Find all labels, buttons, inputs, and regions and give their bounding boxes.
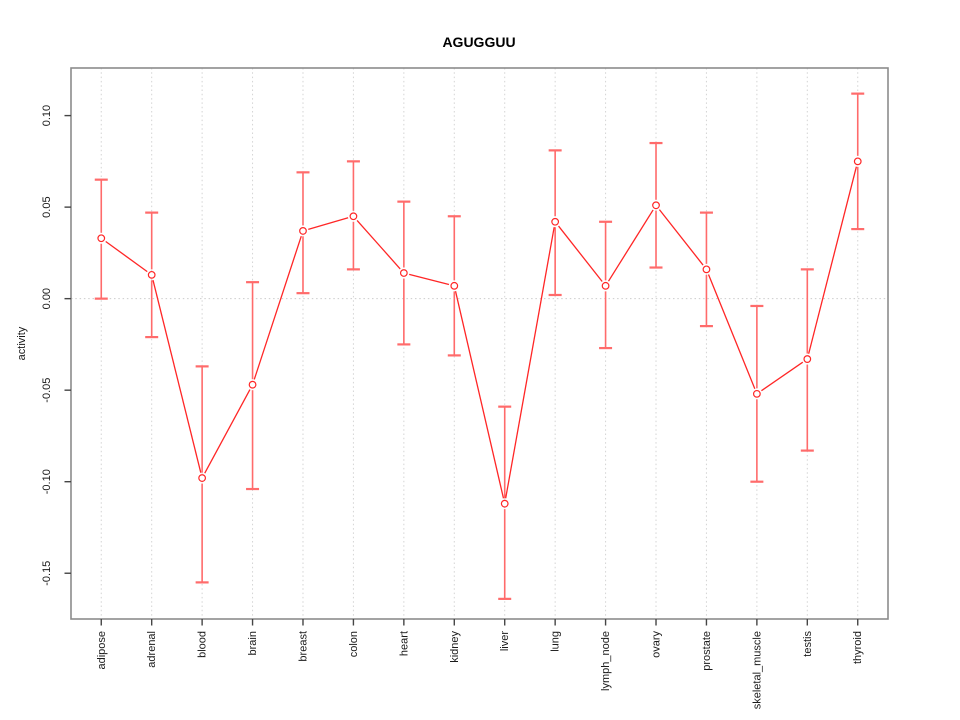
x-tick-label: liver [499,631,511,652]
data-point-marker [803,355,812,363]
series-segment [204,389,251,474]
y-tick-label: 0.05 [41,196,53,217]
chart-title: AGUGGUU [442,34,515,50]
data-point-marker [853,157,862,166]
x-tick-label: thyroid [852,631,864,664]
data-point-marker [500,499,509,508]
y-tick-label: 0.10 [41,105,53,126]
x-tick-label: lymph_node [600,631,612,691]
x-tick-label: brain [247,631,259,655]
data-point-marker [198,474,207,482]
data-point-marker [702,265,711,274]
x-tick-label: adrenal [146,631,158,668]
data-point-marker [299,227,307,235]
data-point-marker [450,281,459,290]
x-tick-label: breast [297,631,309,662]
x-tick-label: adipose [96,631,108,670]
y-tick-label: 0.00 [41,288,53,309]
axis-layer: 0.10 0.05 0.00 -0.05 -0.10 -0.15 activity adipo… [16,67,889,709]
data-point-marker [97,234,106,243]
grid-layer [71,68,888,619]
series-segment [105,240,148,273]
plot-frame [70,67,889,620]
x-tick-label: kidney [449,631,461,663]
series-segment [808,166,858,354]
y-tick-label: -0.15 [41,561,53,586]
x-tick-label: ovary [651,631,663,658]
series-segment [152,280,202,473]
series-segment [658,209,704,266]
data-point-marker [601,281,610,290]
data-point-marker [147,270,156,279]
x-tick-label: heart [398,631,410,656]
y-tick-label: -0.05 [41,378,53,403]
y-axis-title: activity [16,326,28,360]
x-tick-label: testis [802,631,814,657]
data-point-marker [349,212,358,221]
series-segment [761,361,804,392]
series-segment [505,227,555,499]
series-segment [308,217,349,231]
data-point-marker [551,217,560,226]
data-series-layer [94,92,865,600]
data-point-marker [399,269,408,277]
series-segment [253,235,302,380]
x-tick-label: colon [348,631,360,657]
series-segment [558,225,603,282]
data-point-marker [248,380,257,389]
series-segment [409,273,450,286]
data-point-marker [752,389,761,398]
series-segment [356,219,401,270]
x-tick-label: blood [197,631,209,658]
y-tick-label: -0.10 [41,469,53,494]
x-tick-label: prostate [701,631,713,671]
x-tick-label: lung [550,631,562,652]
series-segment [454,291,505,499]
data-point-marker [652,201,660,210]
series-segment [707,274,756,389]
x-tick-label: skeletal_muscle [751,631,763,709]
series-segment [607,209,654,282]
